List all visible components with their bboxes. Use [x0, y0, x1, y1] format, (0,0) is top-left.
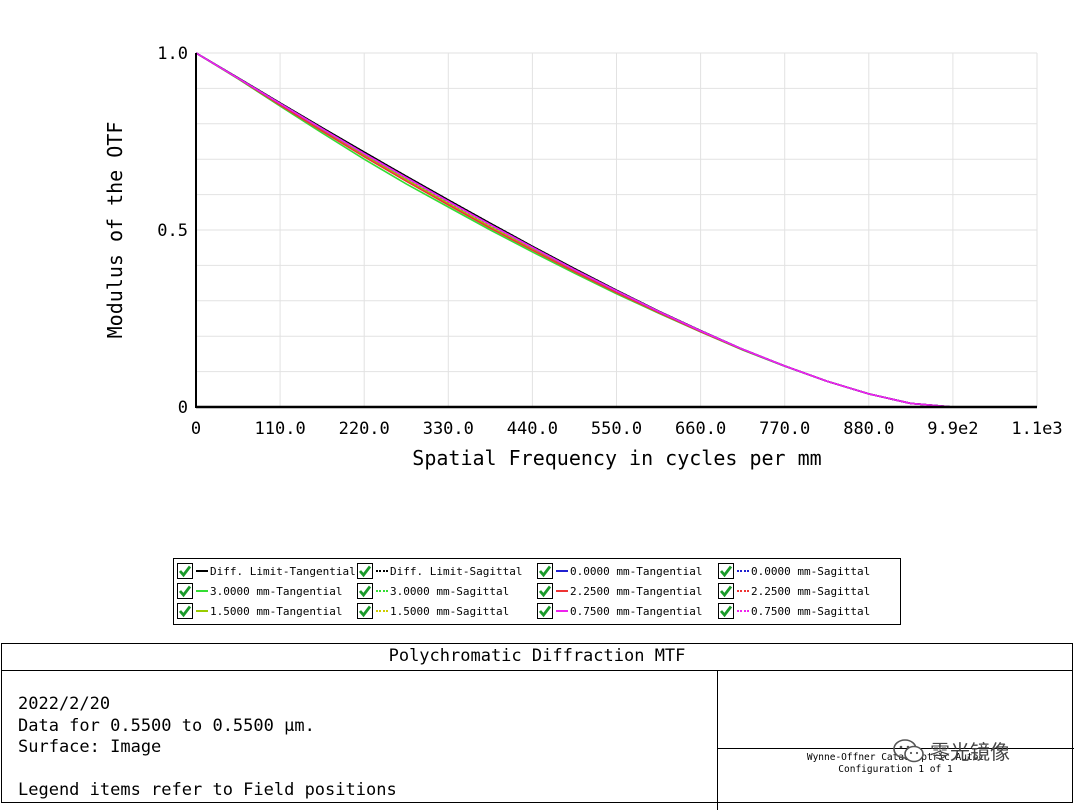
- wechat-icon: [893, 738, 924, 762]
- legend-swatch: [737, 590, 749, 592]
- legend-label: 0.7500 mm-Tangential: [570, 604, 703, 618]
- grid: [195, 52, 1038, 408]
- legend-label: 3.0000 mm-Tangential: [210, 584, 343, 598]
- axes: [195, 53, 1037, 409]
- legend-checkbox[interactable]: [537, 603, 553, 619]
- legend-label: 0.0000 mm-Sagittal: [751, 564, 871, 578]
- x-tick-label: 220.0: [339, 419, 390, 439]
- data-range-text: Data for 0.5500 to 0.5500 μm.: [18, 715, 315, 736]
- legend-item[interactable]: 1.5000 mm-Sagittal: [357, 601, 509, 621]
- legend-item[interactable]: 0.0000 mm-Sagittal: [718, 561, 870, 581]
- x-axis-title: Spatial Frequency in cycles per mm: [412, 446, 821, 470]
- legend-swatch: [556, 610, 568, 612]
- legend-item[interactable]: 0.7500 mm-Tangential: [537, 601, 702, 621]
- x-tick-label: 330.0: [423, 419, 474, 439]
- y-tick-label: 0: [178, 398, 188, 418]
- legend-swatch: [376, 610, 388, 612]
- watermark: 零光镜像: [892, 736, 1010, 765]
- legend-item[interactable]: 3.0000 mm-Sagittal: [357, 581, 509, 601]
- legend-label: 1.5000 mm-Sagittal: [390, 604, 510, 618]
- x-tick-label: 440.0: [507, 419, 558, 439]
- legend-checkbox[interactable]: [357, 563, 373, 579]
- legend-note-text: Legend items refer to Field positions: [18, 779, 397, 800]
- legend: Diff. Limit-Tangential Diff. Limit-Sagitt…: [173, 558, 901, 625]
- x-tick-label: 770.0: [759, 419, 810, 439]
- legend-swatch: [376, 590, 388, 592]
- info-notes: 2022/2/20 Data for 0.5500 to 0.5500 μm. …: [18, 694, 397, 801]
- legend-swatch: [556, 590, 568, 592]
- legend-checkbox[interactable]: [177, 563, 193, 579]
- legend-checkbox[interactable]: [718, 603, 734, 619]
- legend-swatch: [196, 570, 208, 572]
- legend-label: 0.7500 mm-Sagittal: [751, 604, 871, 618]
- legend-label: 0.0000 mm-Tangential: [570, 564, 703, 578]
- legend-item[interactable]: 0.7500 mm-Sagittal: [718, 601, 870, 621]
- y-tick-label: 0.5: [157, 221, 188, 241]
- legend-swatch: [196, 610, 208, 612]
- legend-checkbox[interactable]: [718, 583, 734, 599]
- x-tick-label: 1.1e3: [1011, 419, 1062, 439]
- legend-swatch: [376, 570, 388, 572]
- legend-label: 1.5000 mm-Tangential: [210, 604, 343, 618]
- x-tick-label: 110.0: [255, 419, 306, 439]
- legend-checkbox[interactable]: [177, 583, 193, 599]
- x-tick-label: 0: [191, 419, 201, 439]
- legend-item[interactable]: 2.2500 mm-Sagittal: [718, 581, 870, 601]
- legend-item[interactable]: 0.0000 mm-Tangential: [537, 561, 702, 581]
- tick-labels: 0 110.0 220.0 330.0 440.0 550.0 660.0 770.0 880.…: [157, 44, 1062, 439]
- legend-label: 2.2500 mm-Sagittal: [751, 584, 871, 598]
- info-divider: [717, 670, 718, 810]
- system-info: Wynne-Offner Catadioptric Autoc Configur…: [717, 752, 1074, 776]
- x-tick-label: 880.0: [843, 419, 894, 439]
- series-line: [195, 52, 1037, 408]
- series-lines: [195, 52, 1037, 408]
- legend-item[interactable]: 3.0000 mm-Tangential: [177, 581, 342, 601]
- legend-item[interactable]: 1.5000 mm-Tangential: [177, 601, 342, 621]
- legend-checkbox[interactable]: [357, 583, 373, 599]
- plot-title: Polychromatic Diffraction MTF: [2, 644, 1072, 671]
- date-text: 2022/2/20: [18, 694, 111, 714]
- legend-swatch: [196, 590, 208, 592]
- legend-swatch: [737, 570, 749, 572]
- legend-item[interactable]: Diff. Limit-Tangential: [177, 561, 356, 581]
- configuration-text: Configuration 1 of 1: [838, 764, 953, 775]
- mtf-chart: 0 110.0 220.0 330.0 440.0 550.0 660.0 770.0 880.…: [103, 44, 1063, 470]
- info-divider-horizontal: [717, 748, 1074, 749]
- y-axis-title: Modulus of the OTF: [103, 122, 127, 339]
- x-tick-label: 9.9e2: [927, 419, 978, 439]
- legend-item[interactable]: 2.2500 mm-Tangential: [537, 581, 702, 601]
- legend-item[interactable]: Diff. Limit-Sagittal: [357, 561, 522, 581]
- legend-checkbox[interactable]: [718, 563, 734, 579]
- info-panel: Polychromatic Diffraction MTF 2022/2/20 …: [1, 643, 1074, 810]
- x-tick-label: 550.0: [591, 419, 642, 439]
- legend-swatch: [556, 570, 568, 572]
- legend-label: Diff. Limit-Sagittal: [390, 564, 523, 578]
- legend-checkbox[interactable]: [537, 563, 553, 579]
- watermark-text: 零光镜像: [930, 740, 1010, 764]
- y-tick-label: 1.0: [157, 44, 188, 64]
- legend-label: 3.0000 mm-Sagittal: [390, 584, 510, 598]
- legend-label: Diff. Limit-Tangential: [210, 564, 356, 578]
- legend-swatch: [737, 610, 749, 612]
- surface-text: Surface: Image: [18, 737, 162, 757]
- legend-checkbox[interactable]: [357, 603, 373, 619]
- system-name-text: Wynne-Offner Catadioptric Autoc: [806, 752, 985, 763]
- legend-label: 2.2500 mm-Tangential: [570, 584, 703, 598]
- x-tick-label: 660.0: [675, 419, 726, 439]
- legend-checkbox[interactable]: [537, 583, 553, 599]
- legend-checkbox[interactable]: [177, 603, 193, 619]
